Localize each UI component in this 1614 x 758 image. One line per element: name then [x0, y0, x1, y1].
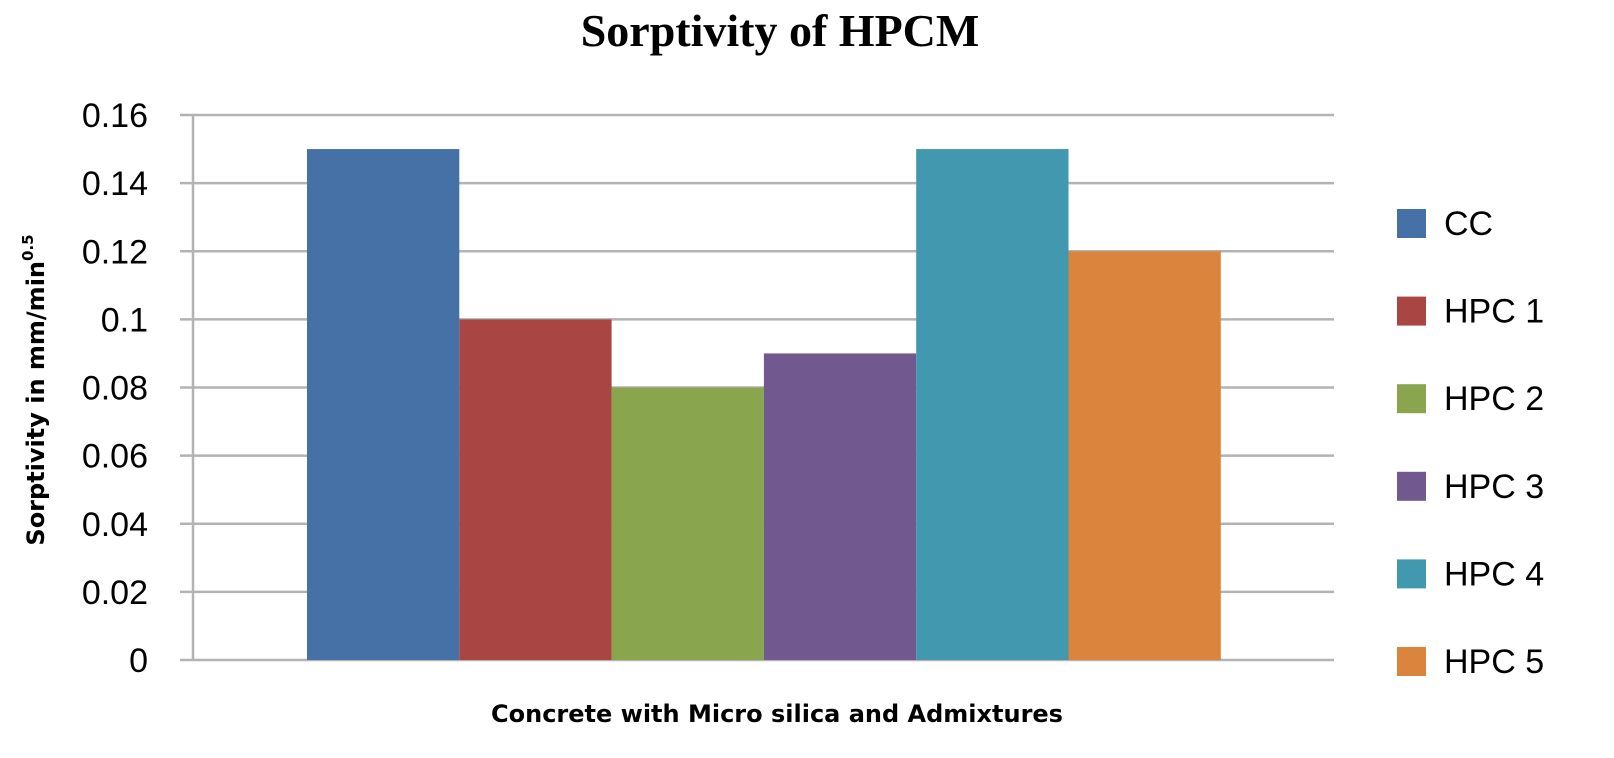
bar-hpc-1	[459, 319, 612, 660]
legend-label: HPC 1	[1444, 293, 1544, 331]
y-tick-label: 0.08	[82, 370, 148, 408]
y-tick-label: 0.06	[82, 438, 148, 476]
legend: CC HPC 1 HPC 2 HPC 3 HPC 4 HPC 5	[1397, 205, 1544, 681]
y-axis-ticks: 0 0.02 0.04 0.06 0.08 0.1 0.12 0.14 0.16	[82, 97, 148, 680]
y-tick-label: 0.12	[82, 233, 148, 271]
legend-swatch	[1397, 384, 1426, 414]
x-axis-label: Concrete with Micro silica and Admixture…	[491, 700, 1063, 728]
legend-label: HPC 5	[1444, 643, 1544, 681]
y-tick-label: 0.02	[82, 574, 148, 612]
y-tick-label: 0	[129, 642, 148, 680]
legend-swatch	[1397, 559, 1426, 589]
legend-label: CC	[1444, 205, 1493, 243]
bar-hpc-2	[611, 387, 764, 660]
legend-swatch	[1397, 209, 1426, 238]
y-tick-label: 0.04	[82, 506, 148, 544]
y-tick-label: 0.14	[82, 165, 148, 203]
bar-hpc-4	[916, 149, 1069, 660]
y-tick-label: 0.1	[101, 301, 148, 339]
legend-swatch	[1397, 296, 1426, 326]
legend-swatch	[1397, 471, 1426, 501]
chart-title: Sorptivity of HPCM	[581, 5, 980, 56]
y-tick-label: 0.16	[82, 97, 148, 135]
y-axis-label-superscript: 0.5	[19, 234, 37, 261]
y-axis-label-text: Sorptivity in mm/min	[22, 261, 50, 546]
legend-swatch	[1397, 647, 1426, 676]
bar-hpc-5	[1068, 251, 1221, 660]
bars	[307, 149, 1221, 660]
bar-hpc-3	[763, 353, 917, 660]
legend-label: HPC 4	[1444, 555, 1544, 593]
legend-label: HPC 2	[1444, 380, 1544, 418]
y-axis-label: Sorptivity in mm/min0.5	[19, 234, 50, 545]
legend-label: HPC 3	[1444, 468, 1544, 506]
bar-cc	[307, 149, 460, 660]
